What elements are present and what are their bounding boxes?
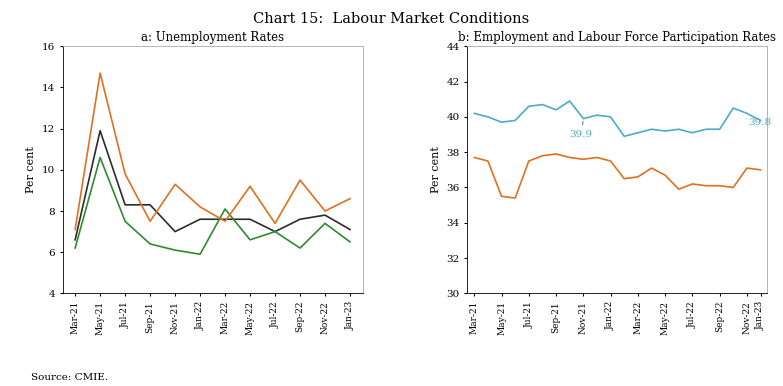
Title: a: Unemployment Rates: a: Unemployment Rates	[141, 31, 284, 44]
Y-axis label: Per cent: Per cent	[26, 146, 36, 193]
Text: Chart 15:  Labour Market Conditions: Chart 15: Labour Market Conditions	[254, 12, 529, 25]
Text: 39.9: 39.9	[570, 122, 593, 139]
Text: 39.8: 39.8	[749, 118, 771, 127]
Title: b: Employment and Labour Force Participation Rates: b: Employment and Labour Force Participa…	[458, 31, 777, 44]
Y-axis label: Per cent: Per cent	[431, 146, 441, 193]
Text: Source: CMIE.: Source: CMIE.	[31, 373, 108, 382]
